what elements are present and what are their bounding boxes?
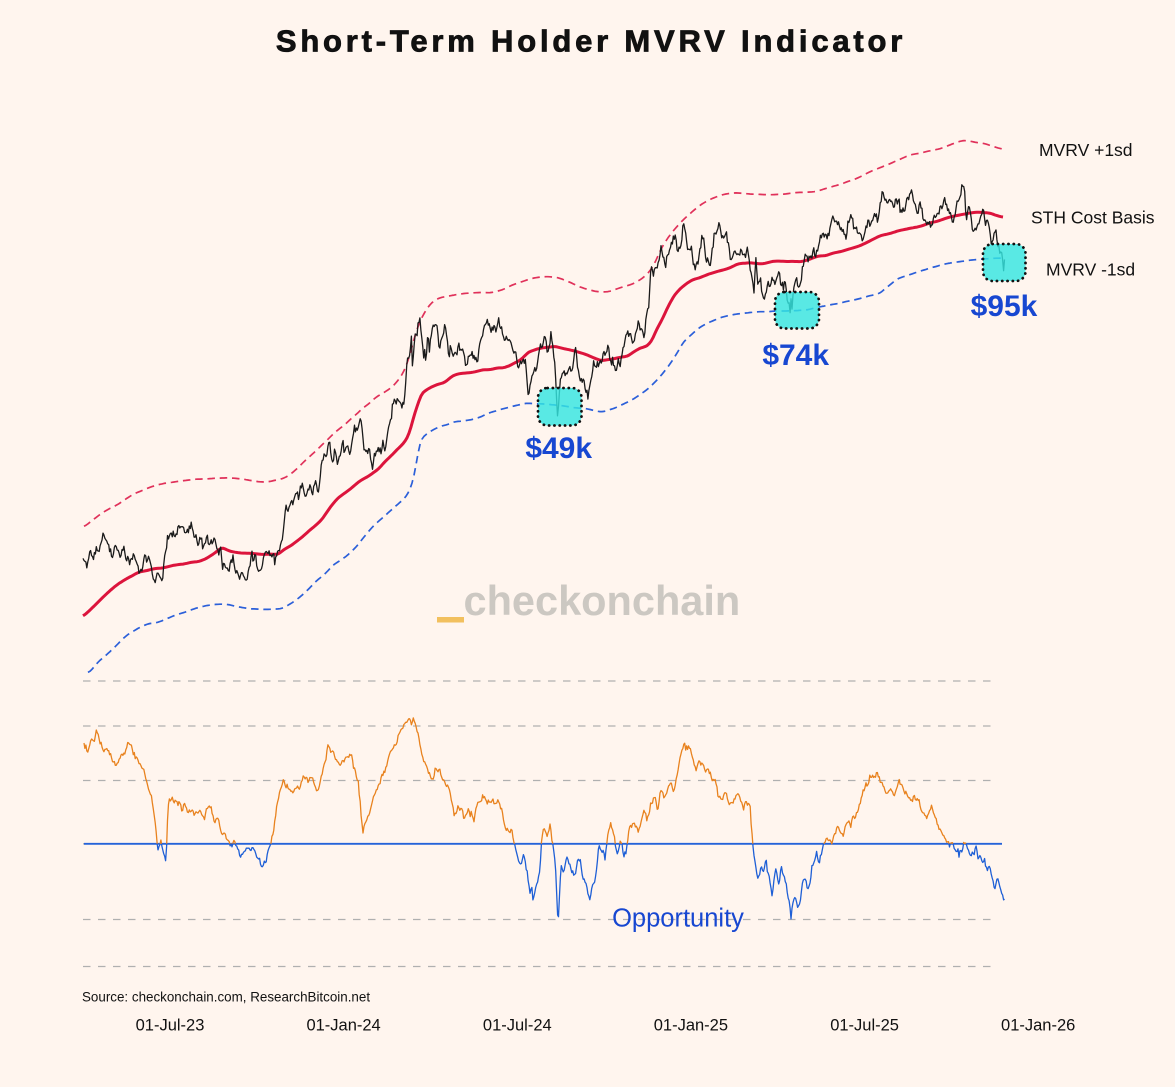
svg-text:01-Jan-26: 01-Jan-26	[1001, 1017, 1075, 1035]
svg-text:$95k: $95k	[971, 290, 1038, 323]
svg-text:Opportunity: Opportunity	[612, 905, 744, 933]
svg-text:01-Jul-25: 01-Jul-25	[830, 1017, 899, 1035]
svg-text:01-Jan-24: 01-Jan-24	[306, 1017, 380, 1035]
svg-text:MVRV +1sd: MVRV +1sd	[1039, 140, 1133, 160]
svg-text:$74k: $74k	[762, 339, 829, 372]
svg-text:$49k: $49k	[525, 432, 592, 465]
svg-text:MVRV -1sd: MVRV -1sd	[1046, 260, 1135, 280]
svg-text:Source: checkonchain.com, Rese: Source: checkonchain.com, ResearchBitcoi…	[82, 990, 370, 1005]
svg-text:Short-Term Holder MVRV Indicat: Short-Term Holder MVRV Indicator	[276, 24, 906, 59]
svg-text:01-Jul-24: 01-Jul-24	[483, 1017, 552, 1035]
svg-text:01-Jul-23: 01-Jul-23	[136, 1017, 205, 1035]
svg-text:STH Cost Basis: STH Cost Basis	[1031, 208, 1155, 228]
svg-text:checkonchain: checkonchain	[464, 577, 741, 624]
svg-text:01-Jan-25: 01-Jan-25	[654, 1017, 728, 1035]
